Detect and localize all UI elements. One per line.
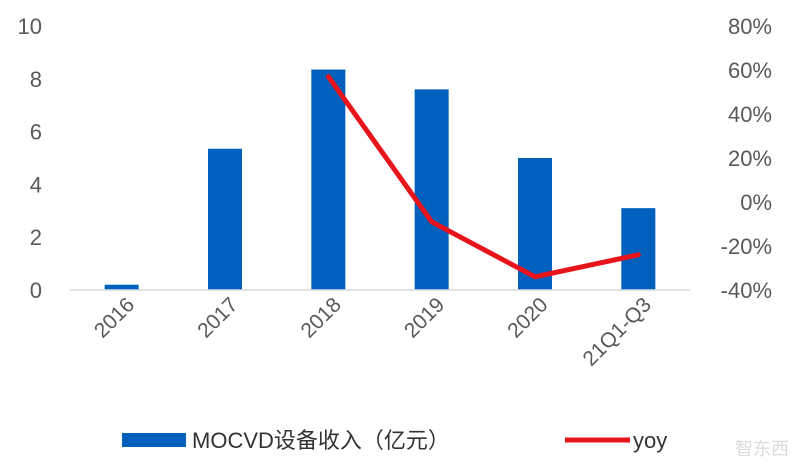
legend: MOCVD设备收入（亿元） yoy	[122, 428, 667, 453]
right-tick-label: 80%	[728, 14, 772, 39]
x-tick-label: 2018	[297, 293, 346, 342]
x-tick-label: 2020	[503, 293, 552, 342]
right-tick-label: 20%	[728, 146, 772, 171]
right-tick-label: -40%	[721, 278, 772, 303]
left-tick-label: 10	[18, 14, 42, 39]
right-tick-label: 0%	[740, 190, 772, 215]
left-tick-label: 8	[30, 67, 42, 92]
bar-21Q1-Q3	[621, 208, 655, 290]
legend-swatch-bar	[122, 433, 186, 447]
left-tick-label: 0	[30, 278, 42, 303]
left-tick-label: 2	[30, 225, 42, 250]
x-tick-label: 2019	[400, 293, 449, 342]
left-tick-label: 4	[30, 172, 42, 197]
bar-2018	[311, 70, 345, 290]
x-tick-label: 21Q1-Q3	[579, 293, 656, 370]
left-tick-label: 6	[30, 120, 42, 145]
legend-label-bar: MOCVD设备收入（亿元）	[192, 428, 450, 453]
x-tick-label: 2016	[90, 293, 139, 342]
yoy-line	[328, 77, 638, 277]
legend-label-line: yoy	[633, 428, 667, 453]
bar-2016	[105, 285, 139, 290]
bar-2017	[208, 149, 242, 290]
x-tick-label: 2017	[193, 293, 242, 342]
right-tick-label: 60%	[728, 58, 772, 83]
bar-2019	[415, 89, 449, 290]
watermark-logo: 智东西	[735, 439, 789, 459]
right-tick-label: -20%	[721, 234, 772, 259]
right-tick-label: 40%	[728, 102, 772, 127]
